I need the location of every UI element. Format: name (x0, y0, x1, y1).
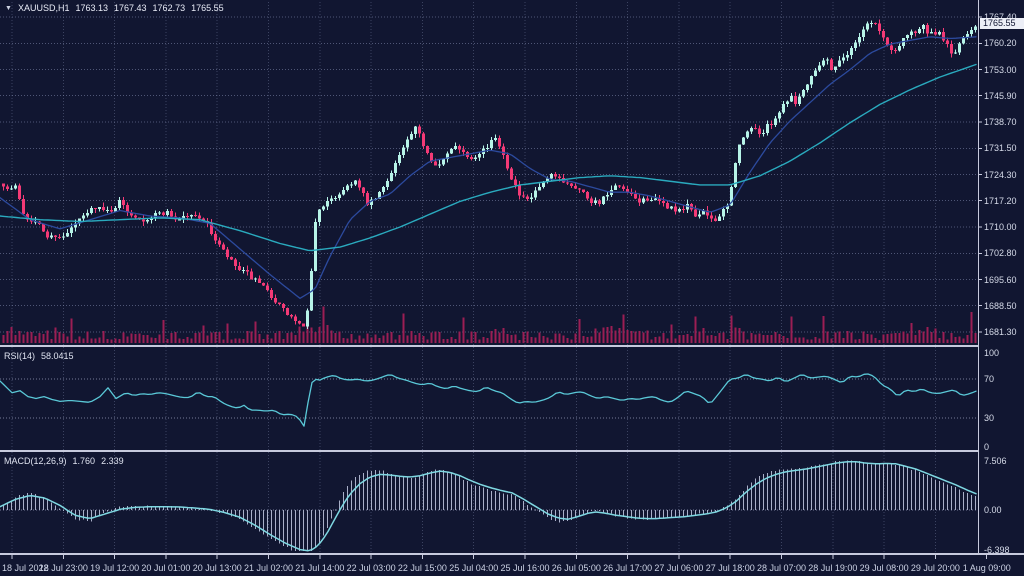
symbol-dropdown-icon[interactable]: ▼ (5, 4, 12, 12)
current-price-tag: 1765.55 (980, 18, 1024, 30)
